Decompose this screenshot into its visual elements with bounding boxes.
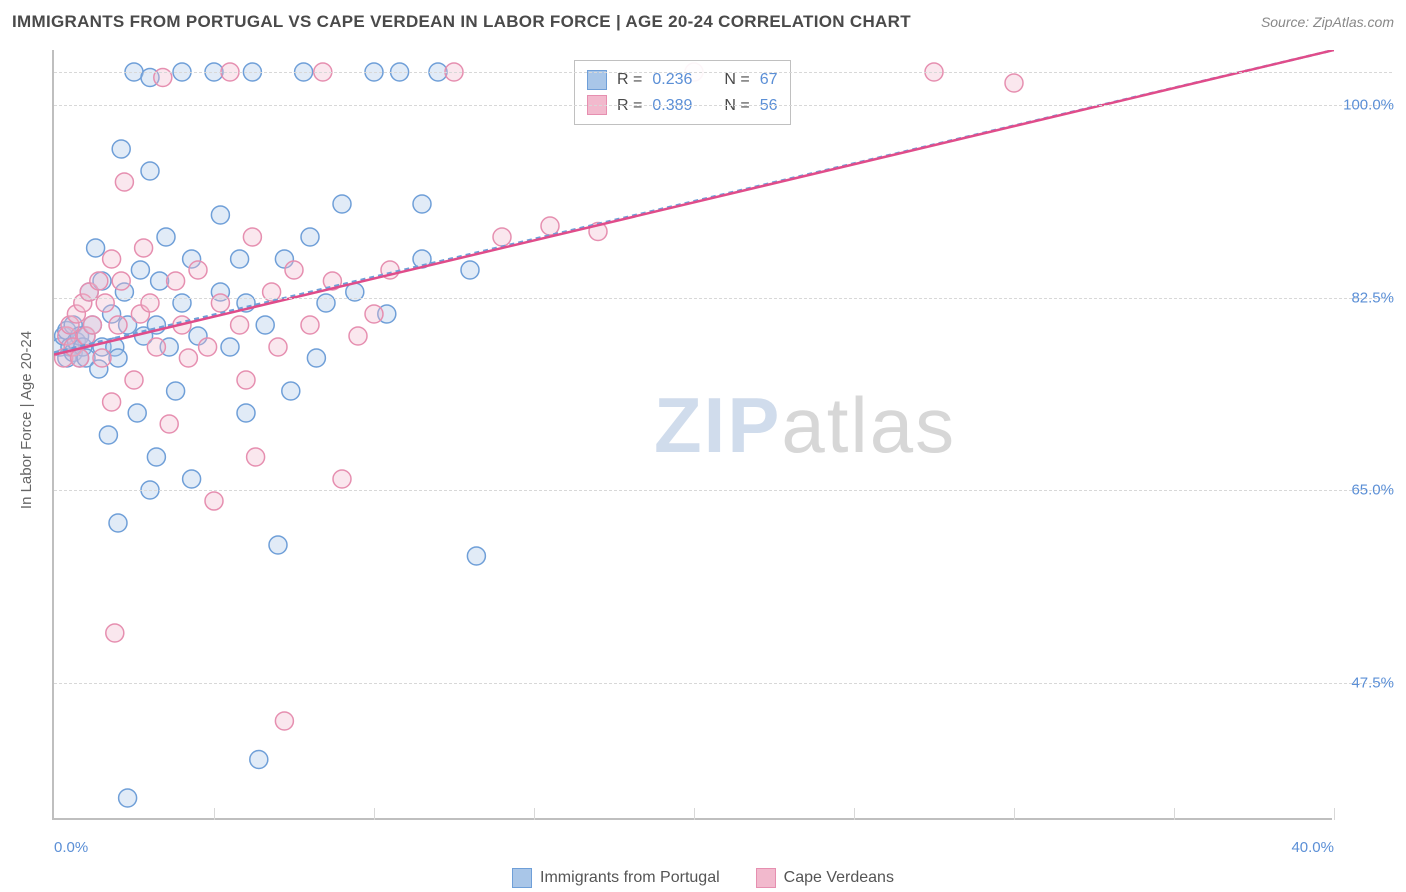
grid-h	[54, 105, 1392, 106]
bottom-legend: Immigrants from Portugal Cape Verdeans	[0, 868, 1406, 888]
scatter-point	[247, 448, 265, 466]
scatter-point	[231, 250, 249, 268]
scatter-point	[141, 162, 159, 180]
scatter-point	[275, 712, 293, 730]
scatter-point	[90, 272, 108, 290]
grid-h	[54, 72, 1392, 73]
scatter-point	[112, 272, 130, 290]
legend-swatch	[512, 868, 532, 888]
title-bar: IMMIGRANTS FROM PORTUGAL VS CAPE VERDEAN…	[12, 12, 1394, 32]
y-axis-label: In Labor Force | Age 20-24	[18, 331, 35, 509]
chart-container: IMMIGRANTS FROM PORTUGAL VS CAPE VERDEAN…	[0, 0, 1406, 892]
x-tick	[1174, 808, 1175, 820]
grid-h	[54, 683, 1392, 684]
x-tick-min: 0.0%	[54, 839, 88, 856]
legend-label: Immigrants from Portugal	[540, 869, 720, 887]
scatter-point	[282, 382, 300, 400]
x-tick	[214, 808, 215, 820]
scatter-point	[205, 492, 223, 510]
scatter-point	[333, 195, 351, 213]
scatter-point	[128, 404, 146, 422]
scatter-point	[103, 250, 121, 268]
grid-h	[54, 298, 1392, 299]
legend-label: Cape Verdeans	[784, 869, 894, 887]
scatter-point	[119, 789, 137, 807]
scatter-point	[269, 338, 287, 356]
scatter-point	[83, 316, 101, 334]
legend-item: Immigrants from Portugal	[512, 868, 720, 888]
scatter-point	[199, 338, 217, 356]
scatter-point	[237, 404, 255, 422]
scatter-point	[333, 470, 351, 488]
scatter-point	[461, 261, 479, 279]
x-tick	[694, 808, 695, 820]
scatter-point	[93, 349, 111, 367]
scatter-point	[135, 239, 153, 257]
scatter-point	[211, 206, 229, 224]
scatter-point	[221, 338, 239, 356]
scatter-point	[103, 393, 121, 411]
scatter-point	[131, 261, 149, 279]
y-tick-label: 100.0%	[1339, 97, 1394, 114]
scatter-point	[231, 316, 249, 334]
scatter-point	[167, 272, 185, 290]
scatter-point	[413, 195, 431, 213]
x-tick	[1014, 808, 1015, 820]
x-tick	[1334, 808, 1335, 820]
scatter-point	[301, 228, 319, 246]
scatter-point	[467, 547, 485, 565]
scatter-point	[160, 415, 178, 433]
scatter-point	[99, 426, 117, 444]
y-tick-label: 82.5%	[1339, 289, 1394, 306]
scatter-point	[301, 316, 319, 334]
y-tick-label: 65.0%	[1339, 482, 1394, 499]
scatter-point	[285, 261, 303, 279]
correlation-stats-box: R = 0.236N = 67R = 0.389N = 56	[574, 60, 791, 125]
scatter-point	[147, 338, 165, 356]
scatter-point	[157, 228, 175, 246]
x-tick	[854, 808, 855, 820]
scatter-point	[256, 316, 274, 334]
scatter-point	[307, 349, 325, 367]
scatter-point	[250, 751, 268, 769]
scatter-point	[237, 371, 255, 389]
source-text: Source: ZipAtlas.com	[1261, 14, 1394, 30]
scatter-point	[147, 448, 165, 466]
scatter-svg	[54, 50, 1334, 820]
x-tick-max: 40.0%	[1291, 839, 1334, 856]
scatter-point	[71, 349, 89, 367]
scatter-point	[179, 349, 197, 367]
scatter-point	[183, 470, 201, 488]
chart-title: IMMIGRANTS FROM PORTUGAL VS CAPE VERDEAN…	[12, 12, 911, 32]
scatter-point	[125, 371, 143, 389]
legend-item: Cape Verdeans	[756, 868, 894, 888]
scatter-point	[189, 261, 207, 279]
scatter-point	[112, 140, 130, 158]
x-tick	[374, 808, 375, 820]
x-tick	[534, 808, 535, 820]
scatter-point	[87, 239, 105, 257]
legend-swatch	[756, 868, 776, 888]
stats-row: R = 0.236N = 67	[587, 67, 778, 93]
scatter-point	[493, 228, 511, 246]
scatter-point	[115, 173, 133, 191]
scatter-point	[106, 624, 124, 642]
plot-area: R = 0.236N = 67R = 0.389N = 56 ZIPatlas …	[52, 50, 1332, 820]
scatter-point	[1005, 74, 1023, 92]
scatter-point	[243, 228, 261, 246]
grid-h	[54, 490, 1392, 491]
scatter-point	[109, 514, 127, 532]
scatter-point	[349, 327, 367, 345]
scatter-point	[365, 305, 383, 323]
scatter-point	[269, 536, 287, 554]
y-tick-label: 47.5%	[1339, 674, 1394, 691]
scatter-point	[109, 316, 127, 334]
scatter-point	[167, 382, 185, 400]
scatter-point	[541, 217, 559, 235]
